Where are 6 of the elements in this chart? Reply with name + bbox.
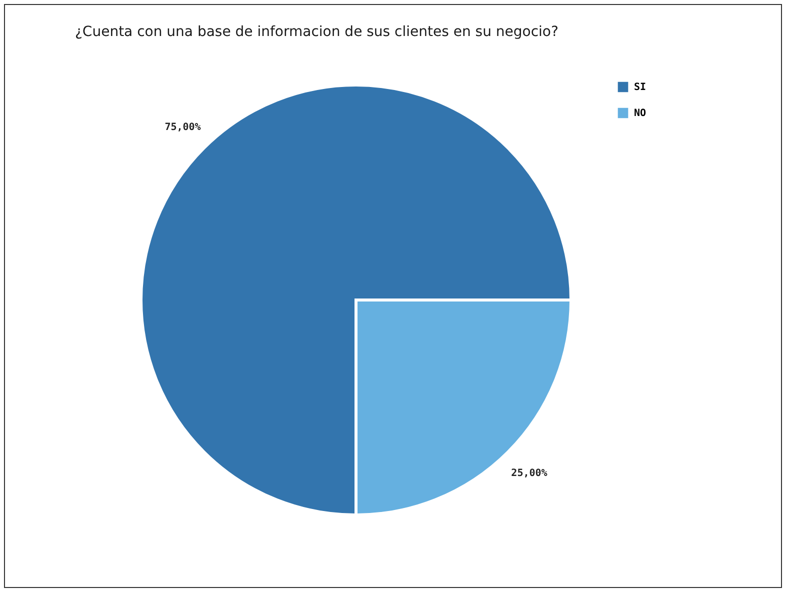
chart-title: ¿Cuenta con una base de informacion de sus clientes en su negocio? bbox=[75, 24, 558, 40]
data-label: 75,00% bbox=[164, 122, 201, 133]
legend-label: NO bbox=[634, 108, 646, 119]
data-label: 25,00% bbox=[511, 468, 548, 480]
pie-slice bbox=[140, 84, 572, 516]
legend-label: SI bbox=[634, 82, 646, 93]
